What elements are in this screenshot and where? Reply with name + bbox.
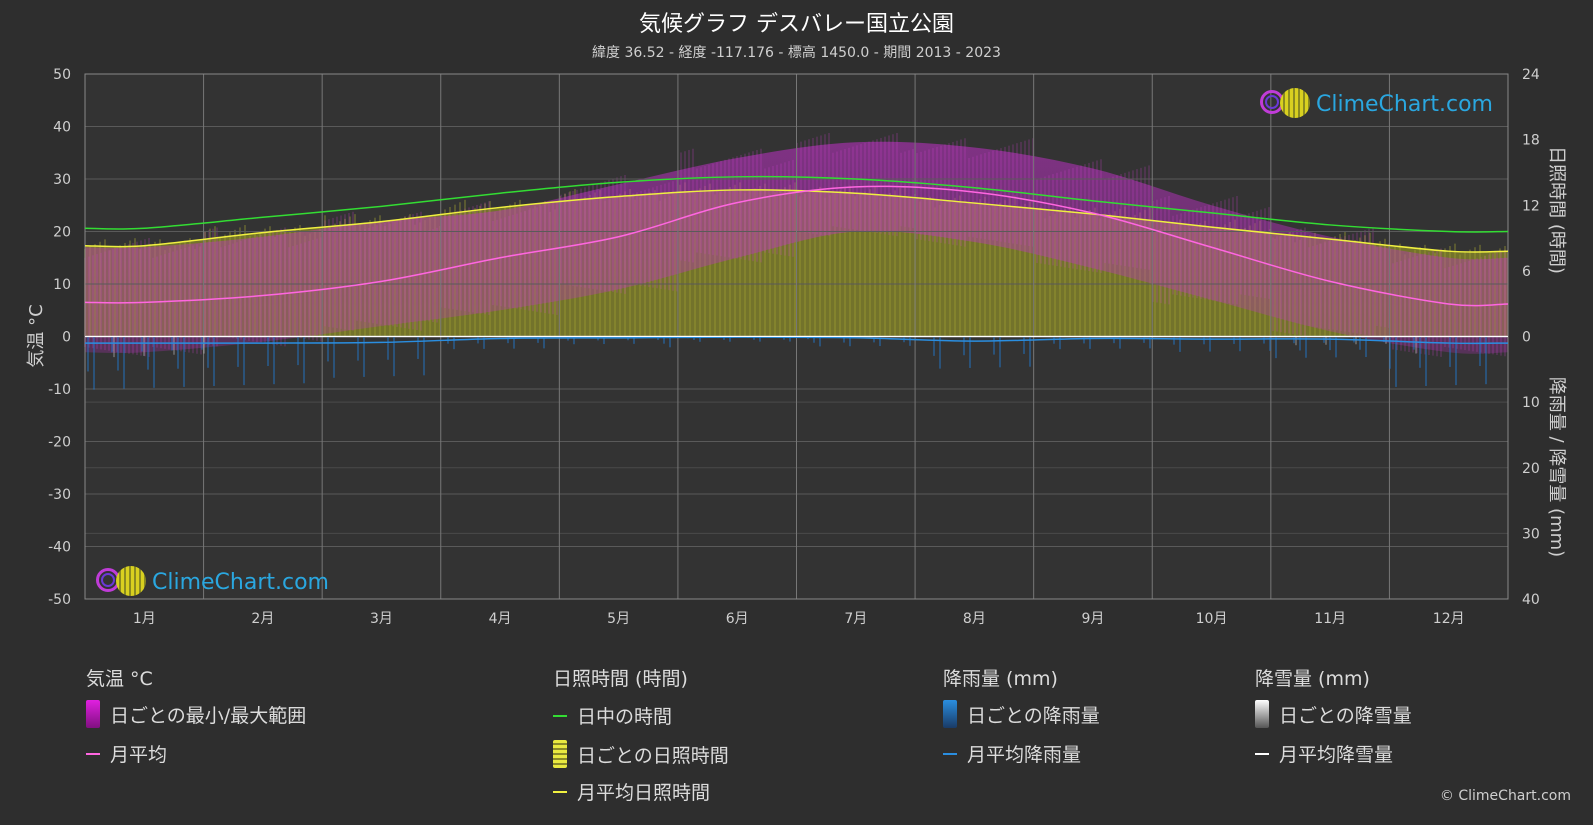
right-tick-label-sunshine: 0 xyxy=(1522,330,1531,346)
legend-snow-avg: 月平均降雪量 xyxy=(1255,740,1393,767)
month-tick-label: 6月 xyxy=(726,611,749,627)
right-axis-title-top: 日照時間 (時間) xyxy=(1546,146,1567,274)
copyright-notice[interactable]: © ClimeChart.com xyxy=(1439,788,1571,804)
series-lines xyxy=(84,175,1509,345)
legend-temp-avg-label: 月平均 xyxy=(110,744,168,766)
temperature-avg-line xyxy=(84,185,1509,307)
month-tick-label: 1月 xyxy=(133,611,156,627)
left-tick-label: -30 xyxy=(48,487,71,503)
snow-daily-swatch xyxy=(1255,700,1269,728)
left-tick-label: 30 xyxy=(53,172,71,188)
legend-rain-heading: 降雨量 (mm) xyxy=(943,668,1058,690)
daylight-swatch xyxy=(553,714,567,717)
snow-avg-swatch xyxy=(1255,752,1269,755)
legend-temp-avg: 月平均 xyxy=(86,740,167,767)
legend-sunshine-avg: 月平均日照時間 xyxy=(553,778,710,805)
legend-snow-avg-label: 月平均降雪量 xyxy=(1279,744,1394,766)
left-tick-label: -50 xyxy=(48,592,71,608)
month-tick-label: 4月 xyxy=(489,611,512,627)
rain-avg-line xyxy=(85,336,1509,345)
legend-temp-range: 日ごとの最小/最大範囲 xyxy=(86,700,306,728)
legend-snow-heading: 降雪量 (mm) xyxy=(1255,668,1370,690)
right-tick-label-precip: 30 xyxy=(1522,526,1540,542)
climate-chart: 50 40 30 20 10 0 -10 -20 -30 -40 -50 24 18 12 6 0 10 20 30… xyxy=(26,67,1567,627)
left-tick-label: -10 xyxy=(48,382,71,398)
sunshine-daily-swatch xyxy=(553,740,567,768)
rain-daily-swatch xyxy=(943,700,957,728)
temp-range-swatch xyxy=(86,700,100,728)
legend-rain-avg-label: 月平均降雨量 xyxy=(967,744,1082,766)
legend-sunshine-daily-label: 日ごとの日照時間 xyxy=(577,744,729,767)
legend-temp-range-label: 日ごとの最小/最大範囲 xyxy=(110,704,307,727)
right-tick-label-precip: 10 xyxy=(1522,395,1540,411)
month-tick-label: 5月 xyxy=(607,611,630,627)
legend-daylight-label: 日中の時間 xyxy=(577,706,673,728)
left-axis-title: 気温 °C xyxy=(26,304,47,367)
legend-temperature-heading: 気温 °C xyxy=(86,668,153,690)
axis-ticks: 50 40 30 20 10 0 -10 -20 -30 -40 -50 24 18 12 6 0 10 20 30… xyxy=(48,67,1540,627)
right-tick-label-sunshine: 24 xyxy=(1522,67,1540,83)
right-tick-label-sunshine: 6 xyxy=(1522,264,1531,280)
brand-name: ClimeChart.com xyxy=(152,569,329,595)
right-tick-label-sunshine: 12 xyxy=(1522,198,1540,214)
month-tick-label: 11月 xyxy=(1314,611,1346,627)
daily-rain-bars xyxy=(87,336,1487,390)
climechart-logo-icon xyxy=(1260,88,1312,120)
left-tick-label: 0 xyxy=(62,330,71,346)
sunshine-avg-swatch xyxy=(553,790,567,793)
right-tick-label-sunshine: 18 xyxy=(1522,133,1540,149)
brand-name: ClimeChart.com xyxy=(1316,91,1493,117)
month-tick-label: 2月 xyxy=(251,611,274,627)
month-tick-label: 10月 xyxy=(1196,611,1228,627)
right-tick-label-precip: 20 xyxy=(1522,461,1540,477)
legend-daylight: 日中の時間 xyxy=(553,702,672,729)
brand-logo-top[interactable]: ClimeChart.com xyxy=(1260,88,1493,120)
legend-rain-daily: 日ごとの降雨量 xyxy=(943,700,1100,728)
left-tick-label: 20 xyxy=(53,225,71,241)
legend-sunshine-heading: 日照時間 (時間) xyxy=(553,668,688,690)
legend-sunshine-avg-label: 月平均日照時間 xyxy=(577,782,711,804)
chart-subtitle: 緯度 36.52 - 経度 -117.176 - 標高 1450.0 - 期間 … xyxy=(592,45,1001,61)
month-tick-label: 9月 xyxy=(1081,611,1104,627)
legend-snow-daily-label: 日ごとの降雪量 xyxy=(1279,704,1412,727)
left-tick-label: 50 xyxy=(53,67,71,83)
month-tick-label: 3月 xyxy=(370,611,393,627)
left-tick-label: -20 xyxy=(48,435,71,451)
legend-rain-daily-label: 日ごとの降雨量 xyxy=(967,704,1100,727)
month-tick-label: 12月 xyxy=(1433,611,1465,627)
sunshine-avg-line xyxy=(84,189,1509,253)
right-tick-label-precip: 40 xyxy=(1522,592,1540,608)
left-tick-label: 10 xyxy=(53,277,71,293)
climechart-logo-icon xyxy=(96,566,148,598)
legend-snow-daily: 日ごとの降雪量 xyxy=(1255,700,1412,728)
chart-title: 気候グラフ デスバレー国立公園 xyxy=(639,12,954,37)
month-tick-label: 8月 xyxy=(963,611,986,627)
right-axis-title-bottom: 降雨量 / 降雪量 (mm) xyxy=(1546,377,1567,557)
brand-logo-bottom[interactable]: ClimeChart.com xyxy=(96,566,329,598)
temp-avg-swatch xyxy=(86,752,100,755)
legend-sunshine-daily: 日ごとの日照時間 xyxy=(553,740,729,768)
daylight-line xyxy=(84,175,1509,233)
rain-avg-swatch xyxy=(943,752,957,755)
month-tick-label: 7月 xyxy=(844,611,867,627)
legend-rain-avg: 月平均降雨量 xyxy=(943,740,1081,767)
left-tick-label: 40 xyxy=(53,120,71,136)
left-tick-label: -40 xyxy=(48,540,71,556)
